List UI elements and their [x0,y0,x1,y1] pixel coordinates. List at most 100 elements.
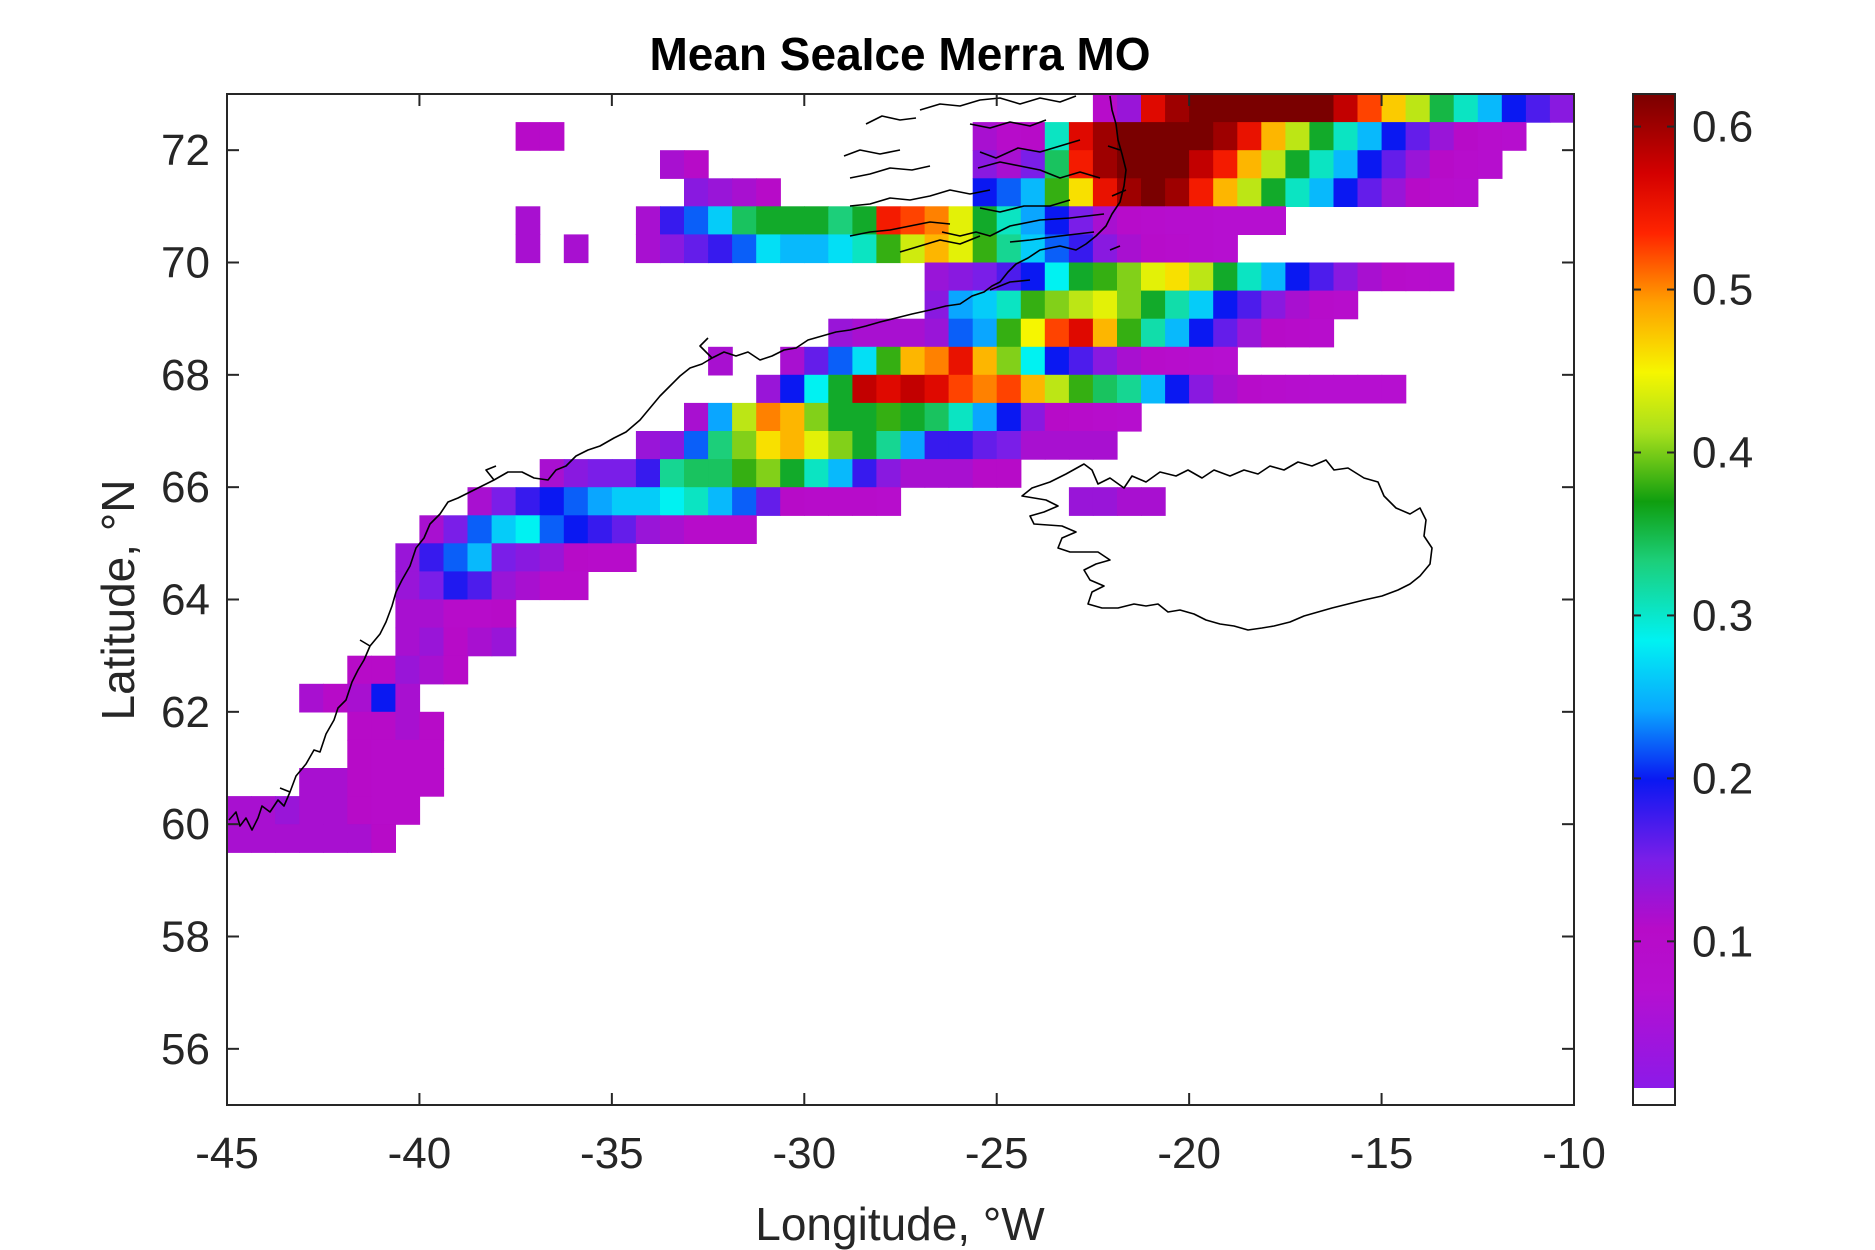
heatmap-cell [1165,234,1190,264]
heatmap-cell [395,627,421,657]
heatmap-cell [1309,150,1335,179]
heatmap-cell [1357,262,1383,292]
heatmap-cell [1141,290,1166,320]
heatmap-cell [948,206,974,235]
heatmap-cell [1285,318,1311,348]
heatmap-cell [1092,402,1118,432]
heatmap-cell [1405,150,1431,179]
heatmap-cell [972,402,998,432]
heatmap-cell [1165,178,1190,207]
heatmap-cell [419,543,445,572]
heatmap-cell [1237,178,1262,207]
heatmap-cell [443,599,469,629]
heatmap-cell [732,459,757,488]
heatmap-cell [1020,318,1046,348]
heatmap-cell [1213,206,1238,235]
heatmap-cell [876,402,902,432]
heatmap-cell [972,318,998,348]
heatmap-cell [491,515,517,544]
heatmap-cell [828,234,853,264]
heatmap-cell [1141,178,1166,207]
heatmap-cell [371,655,396,685]
heatmap-cell [1261,122,1286,151]
heatmap-cell [419,571,445,601]
colorbar-white-end [1633,1088,1675,1105]
heatmap-cell [1261,318,1286,348]
x-axis: -45 -40 -35 -30 -25 -20 -15 -10 [195,94,1606,1178]
heatmap-cell [996,402,1022,432]
heatmap-cell [323,796,348,825]
heatmap-cell [660,150,685,179]
heatmap-cell [804,431,829,460]
heatmap-cell [708,234,733,264]
heatmap-cell [587,543,613,572]
heatmap-cell [1213,346,1238,376]
heatmap-cell [443,655,469,685]
heatmap-cell [1333,262,1359,292]
heatmap-cell [1189,346,1214,376]
heatmap-cell [780,206,805,235]
heatmap-cell [804,234,829,264]
heatmap-cell [756,402,781,432]
heatmap-cell [1165,262,1190,292]
heatmap-cell [828,402,853,432]
heatmap-cell [1501,122,1527,151]
heatmap-cell [876,346,902,376]
heatmap-cell [347,768,372,797]
heatmap-cell [924,234,950,264]
heatmap-cell [1044,150,1070,179]
heatmap-cell [1020,402,1046,432]
heatmap-cell [1501,94,1527,123]
heatmap-cell [1141,318,1166,348]
heatmap-cell [1044,402,1070,432]
heatmap-cell [1381,178,1407,207]
heatmap-cell [467,543,493,572]
heatmap-cell [1189,234,1214,264]
heatmap-cell [1092,290,1118,320]
heatmap-cell [660,515,685,544]
heatmap-cell [347,711,372,741]
heatmap-cell [1381,374,1407,404]
heatmap-cell [708,487,733,516]
heatmap-cell [371,683,396,713]
heatmap-cell [684,234,709,264]
heatmap-cell [948,374,974,404]
heatmap-cell [996,431,1022,460]
heatmap-cell [563,487,589,516]
heatmap-cell [924,262,950,292]
heatmap-cell [732,515,757,544]
heatmap-cell [852,374,878,404]
heatmap-cell [1357,374,1383,404]
heatmap-cells [227,94,1574,853]
heatmap-cell [684,178,709,207]
heatmap-cell [708,402,733,432]
y-tick-label: 58 [161,913,210,962]
heatmap-cell [732,178,757,207]
heatmap-cell [1549,94,1574,123]
heatmap-cell [1068,374,1094,404]
heatmap-cell [323,824,348,853]
heatmap-cell [924,206,950,235]
heatmap-cell [996,178,1022,207]
heatmap-cell [1189,150,1214,179]
heatmap-cell [1309,290,1335,320]
heatmap-cell [299,796,324,825]
heatmap-cell [684,206,709,235]
x-tick-label: -15 [1350,1129,1414,1178]
heatmap-cell [467,599,493,629]
heatmap-cell [419,739,445,769]
heatmap-cell [1237,318,1262,348]
heatmap-cell [1381,262,1407,292]
heatmap-cell [1453,122,1479,151]
heatmap-cell [491,599,517,629]
heatmap-cell [1261,94,1286,123]
colorbar-tick-label: 0.5 [1692,266,1753,315]
heatmap-cell [924,459,950,488]
heatmap-cell [467,627,493,657]
heatmap-cell [1261,178,1286,207]
heatmap-cell [972,346,998,376]
heatmap-cell [996,234,1022,264]
heatmap-cell [660,206,685,235]
heatmap-cell [876,431,902,460]
